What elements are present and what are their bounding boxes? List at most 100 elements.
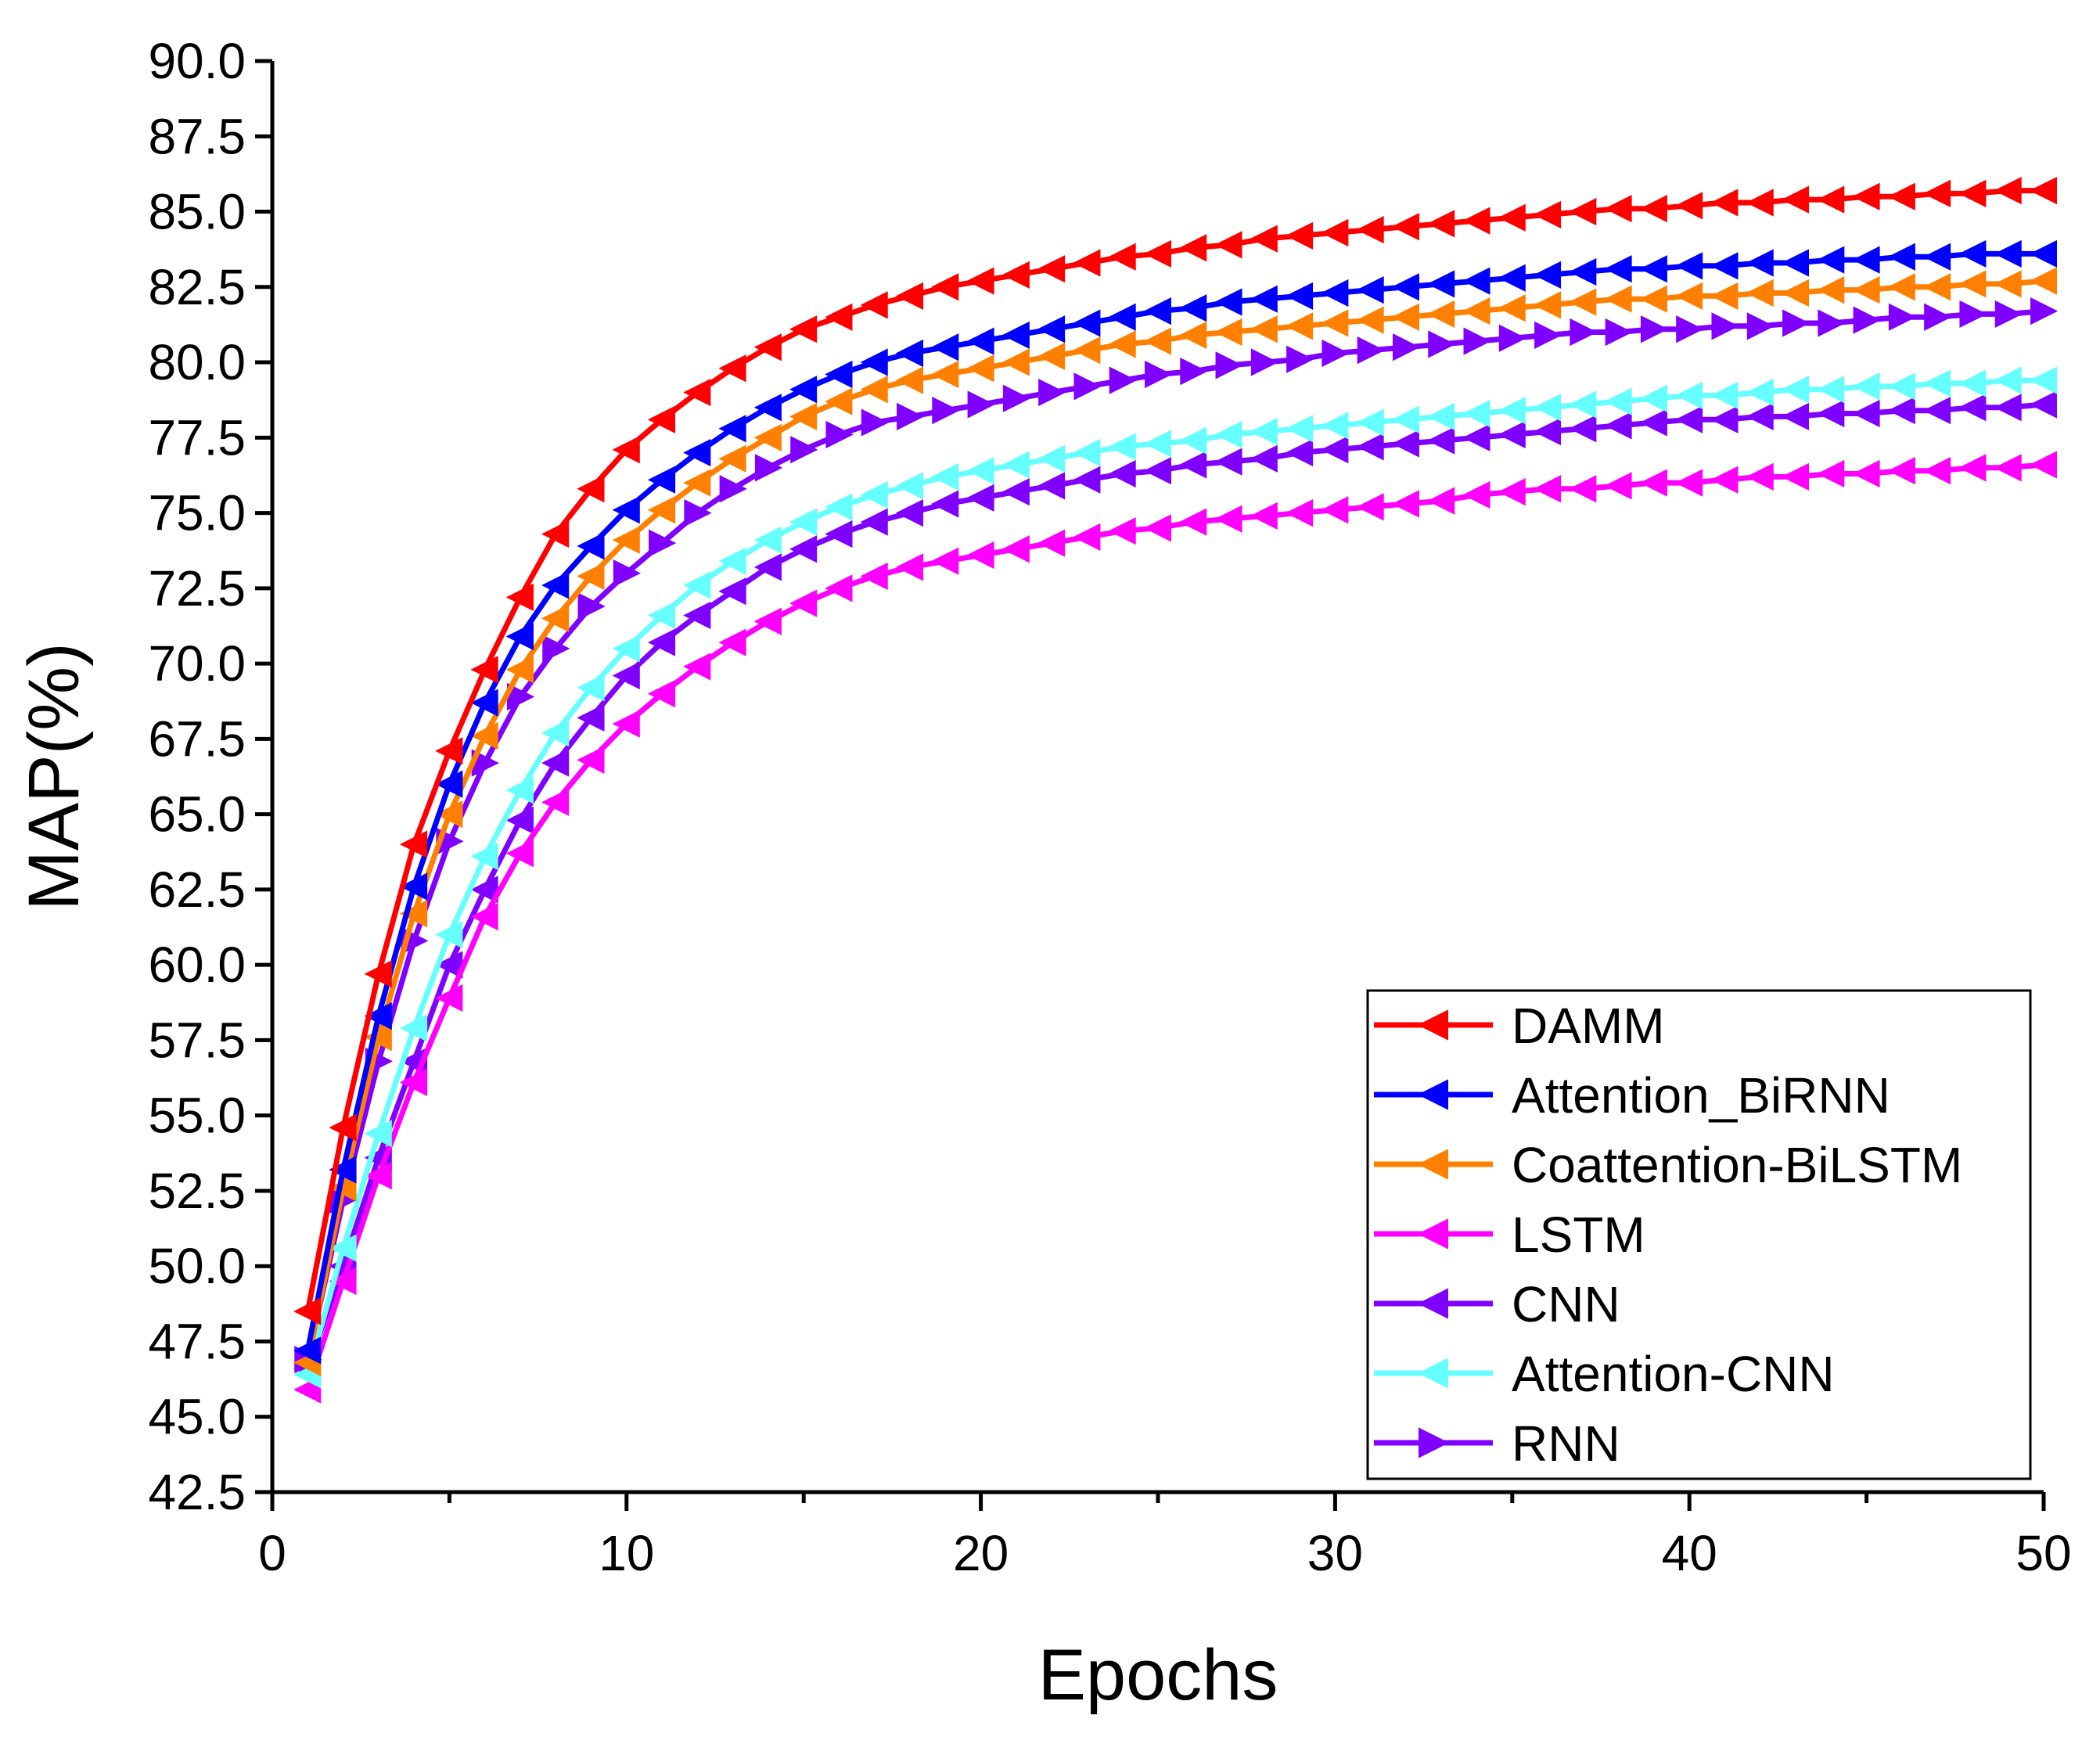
data-point-lstm [1674, 469, 1703, 497]
data-point-damm [505, 583, 534, 612]
data-point-attention-cnn [1321, 412, 1349, 440]
data-point-attention-cnn [470, 842, 498, 871]
data-point-attention-birnn [1037, 315, 1066, 343]
data-point-attention-birnn [966, 327, 994, 355]
data-point-lstm [435, 984, 463, 1012]
data-point-coattention-bilstm [683, 469, 711, 497]
data-point-rnn [1570, 318, 1598, 347]
data-point-coattention-bilstm [612, 526, 640, 554]
data-point-rnn [754, 454, 783, 482]
x-tick-label: 30 [1307, 1525, 1363, 1581]
data-point-coattention-bilstm [895, 366, 924, 394]
data-point-lstm [1427, 487, 1455, 515]
data-point-attention-cnn [1922, 369, 1951, 397]
data-point-attention-cnn [435, 921, 463, 949]
data-point-coattention-bilstm [577, 562, 605, 591]
data-point-attention-birnn [1143, 297, 1171, 325]
data-point-rnn [2030, 297, 2059, 325]
legend-item-coattention-bilstm: Coattention-BiLSTM [1374, 1137, 1962, 1193]
data-point-attention-birnn [577, 532, 605, 560]
data-point-cnn [1569, 415, 1597, 443]
data-point-lstm [895, 553, 924, 581]
data-point-attention-cnn [1250, 417, 1278, 446]
data-point-lstm [931, 547, 959, 575]
data-point-damm [1250, 225, 1278, 253]
data-point-attention-birnn [1569, 257, 1597, 286]
data-point-cnn [577, 703, 605, 732]
data-point-lstm [753, 607, 782, 635]
data-point-attention-birnn [1604, 255, 1632, 283]
data-point-cnn [1958, 394, 1987, 422]
data-point-coattention-bilstm [435, 800, 463, 829]
series-damm [293, 176, 2057, 1325]
data-point-coattention-bilstm [1321, 309, 1349, 337]
y-tick-label: 72.5 [148, 560, 246, 617]
data-point-attention-cnn [1356, 408, 1384, 437]
y-tick-label: 52.5 [148, 1163, 246, 1219]
data-point-attention-birnn [1533, 261, 1562, 290]
y-tick-label: 85.0 [148, 184, 246, 240]
data-point-damm [577, 475, 605, 503]
legend-item-lstm: LSTM [1374, 1207, 1645, 1263]
data-point-attention-birnn [1994, 239, 2022, 268]
data-point-cnn [1710, 405, 1739, 433]
data-point-rnn [1782, 309, 1811, 337]
data-point-lstm [1214, 505, 1242, 533]
data-point-coattention-bilstm [399, 900, 428, 928]
data-point-coattention-bilstm [1852, 276, 1880, 304]
data-point-coattention-bilstm [1108, 330, 1136, 358]
data-point-coattention-bilstm [1391, 303, 1419, 331]
data-point-rnn [1109, 366, 1137, 394]
legend-marker-lstm [1417, 1218, 1448, 1250]
y-tick-label: 80.0 [148, 334, 246, 390]
data-point-damm [612, 436, 640, 464]
data-point-attention-birnn [860, 348, 888, 376]
data-point-damm [364, 960, 392, 988]
data-point-rnn [1073, 372, 1102, 401]
data-point-coattention-bilstm [1498, 294, 1526, 322]
data-point-damm [825, 303, 853, 331]
y-tick-label: 67.5 [148, 710, 246, 767]
data-point-damm [435, 737, 463, 765]
data-point-attention-cnn [931, 462, 959, 491]
y-tick-label: 70.0 [148, 635, 246, 692]
data-point-attention-birnn [1179, 294, 1207, 322]
y-tick-label: 77.5 [148, 409, 246, 466]
data-point-cnn [1143, 457, 1171, 485]
data-point-cnn [1817, 399, 1845, 428]
data-point-lstm [647, 679, 676, 708]
data-point-cnn [1994, 394, 2022, 422]
data-point-rnn [542, 635, 570, 663]
data-point-lstm [1533, 475, 1562, 503]
data-point-attention-cnn [612, 635, 640, 663]
series-lstm [293, 451, 2057, 1404]
data-point-coattention-bilstm [1781, 279, 1810, 307]
data-point-coattention-bilstm [1710, 282, 1739, 310]
data-point-damm [2029, 176, 2057, 205]
data-point-rnn [825, 420, 854, 449]
legend-label: Coattention-BiLSTM [1512, 1137, 1962, 1193]
data-point-damm [1604, 195, 1632, 223]
data-point-coattention-bilstm [470, 721, 498, 750]
data-point-damm [1639, 195, 1667, 223]
data-point-cnn [1533, 417, 1562, 446]
y-tick-label: 45.0 [148, 1389, 246, 1445]
data-point-lstm [1356, 493, 1384, 521]
data-point-rnn [967, 390, 995, 419]
data-point-attention-cnn [1958, 369, 1987, 397]
data-point-attention-cnn [1604, 387, 1632, 415]
data-point-lstm [1001, 535, 1030, 563]
data-point-damm [293, 1297, 322, 1325]
data-point-attention-birnn [1427, 270, 1455, 298]
data-point-attention-cnn [1179, 426, 1207, 455]
data-point-attention-birnn [1321, 279, 1349, 307]
data-point-lstm [1852, 459, 1880, 488]
data-point-rnn [1711, 312, 1739, 340]
x-axis-title: Epochs [1038, 1635, 1278, 1715]
data-point-attention-cnn [1674, 381, 1703, 410]
data-point-cnn [1214, 448, 1242, 476]
data-point-coattention-bilstm [1427, 300, 1455, 329]
legend-marker-attention-birnn [1417, 1079, 1448, 1110]
data-point-coattention-bilstm [1037, 342, 1066, 370]
data-point-lstm [1569, 475, 1597, 503]
